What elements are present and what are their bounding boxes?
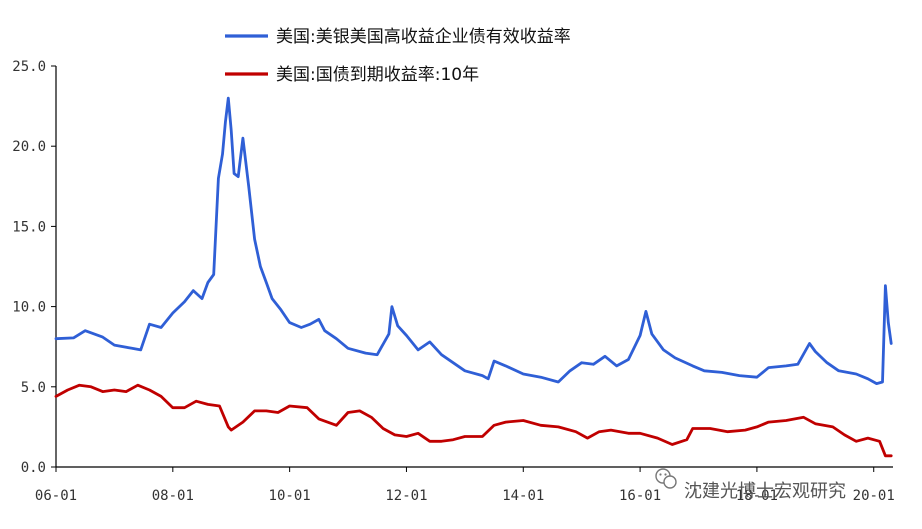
x-tick-label: 20-01 bbox=[853, 488, 895, 504]
y-tick-label: 5.0 bbox=[21, 380, 46, 396]
y-tick-label: 20.0 bbox=[12, 139, 46, 155]
series-layer bbox=[54, 96, 893, 458]
x-tick-label: 06-01 bbox=[35, 488, 77, 504]
x-tick-label: 08-01 bbox=[152, 488, 194, 504]
y-tick-label: 25.0 bbox=[12, 59, 46, 75]
y-tick-label: 0.0 bbox=[21, 460, 46, 476]
watermark: 沈建光博士宏观研究 bbox=[655, 468, 846, 502]
watermark-text: 沈建光博士宏观研究 bbox=[684, 481, 846, 502]
x-tick-label: 10-01 bbox=[269, 488, 311, 504]
x-tick-label: 16-01 bbox=[619, 488, 661, 504]
tick-labels: 0.0 5.0 10.0 15.0 20.0 25.0 06-01 08-01 10-01 12-… bbox=[12, 59, 895, 504]
legend-label-2: 美国:国债到期收益率:10年 bbox=[276, 65, 479, 85]
legend-label-1: 美国:美银美国高收益企业债有效收益率 bbox=[276, 27, 571, 47]
x-tick-label: 18-01 bbox=[736, 488, 778, 504]
x-tick-label: 12-01 bbox=[385, 488, 427, 504]
axes bbox=[51, 65, 893, 472]
series-line-2 bbox=[54, 383, 893, 458]
y-tick-label: 10.0 bbox=[12, 300, 46, 316]
x-tick-label: 14-01 bbox=[502, 488, 544, 504]
y-tick-label: 15.0 bbox=[12, 219, 46, 235]
series-line-1 bbox=[54, 96, 893, 385]
wechat-icon bbox=[655, 468, 677, 489]
